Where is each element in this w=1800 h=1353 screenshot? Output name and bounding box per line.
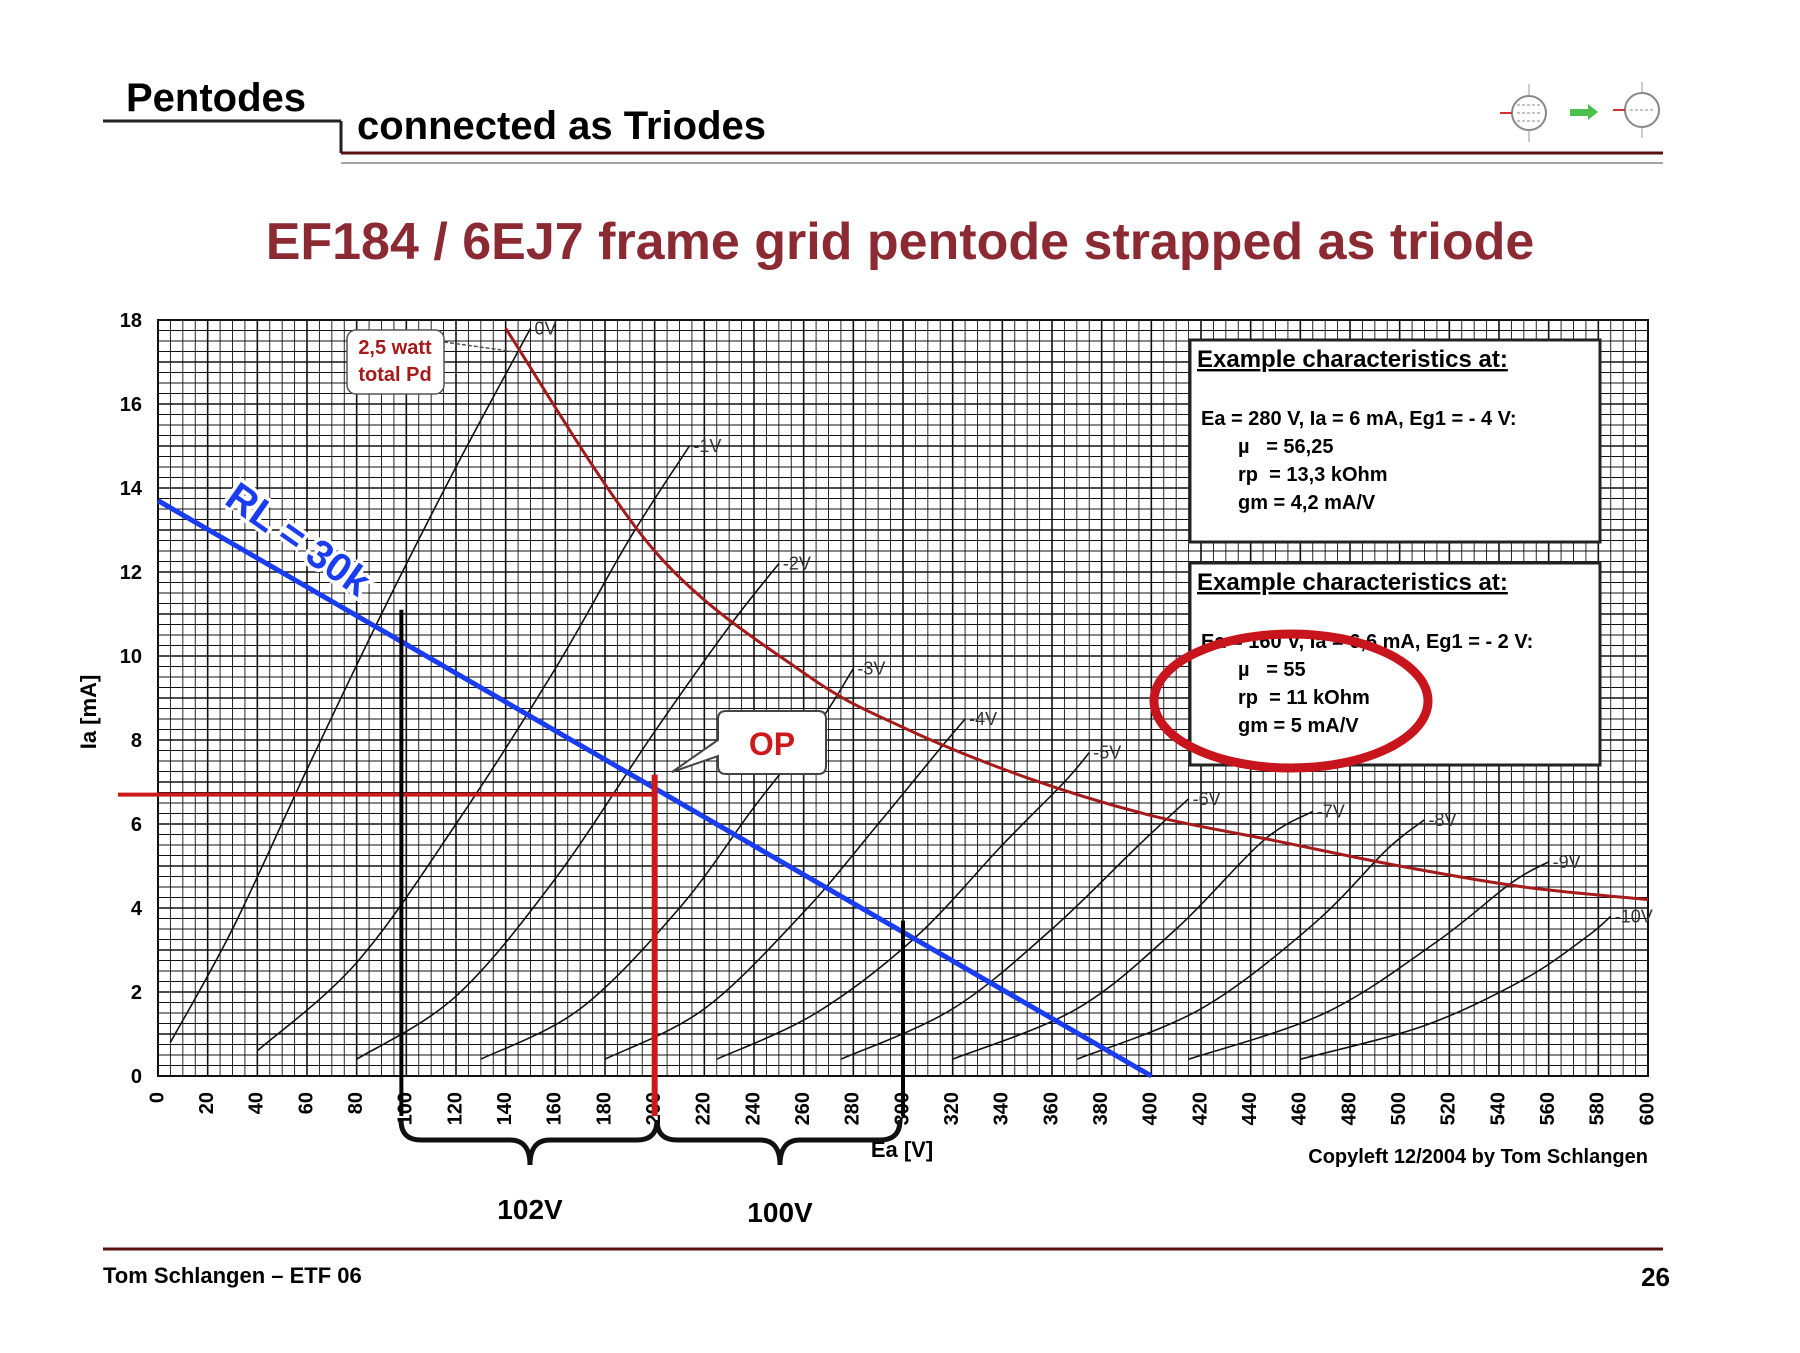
y-tick-label: 8: [131, 730, 142, 752]
x-tick-label: 280: [842, 1092, 864, 1125]
curve-label: -5V: [1093, 743, 1121, 763]
curve-neg8V: [1076, 819, 1425, 1060]
voltage-swing-braces: 102V 100V: [398, 1119, 903, 1228]
x-tick-label: 460: [1289, 1092, 1311, 1125]
curve-neg6V: [840, 798, 1190, 1060]
x-tick-label: 140: [494, 1092, 516, 1125]
x-tick-label: 540: [1487, 1092, 1509, 1125]
box2-heading: Example characteristics at:: [1197, 569, 1508, 596]
y-tick-label: 4: [131, 898, 143, 920]
curve-label: -9V: [1553, 852, 1581, 872]
curve-neg9V: [1188, 861, 1550, 1060]
curve-label: -2V: [783, 554, 811, 574]
curve-label: 0V: [535, 318, 557, 338]
x-axis-ticks: 0204060801001201401601802002202402602803…: [146, 1092, 1658, 1125]
x-tick-label: 360: [1040, 1092, 1062, 1125]
x-tick-label: 580: [1587, 1092, 1609, 1125]
curve-label: -8V: [1429, 810, 1457, 830]
y-tick-label: 12: [120, 562, 142, 584]
box1-condition: Ea = 280 V, Ia = 6 mA, Eg1 = - 4 V:: [1201, 408, 1517, 430]
x-tick-label: 400: [1140, 1092, 1162, 1125]
y-tick-label: 18: [120, 310, 142, 332]
x-tick-label: 260: [792, 1092, 814, 1125]
y-tick-label: 14: [120, 478, 143, 500]
box2-gm: gm = 5 mA/V: [1238, 715, 1359, 737]
curve-0V: [169, 328, 532, 1043]
x-tick-label: 560: [1537, 1092, 1559, 1125]
power-dissipation-curve: [504, 327, 1649, 902]
page-number: 26: [1641, 1262, 1670, 1292]
curve-label: -10V: [1615, 906, 1653, 926]
x-tick-label: 480: [1338, 1092, 1360, 1125]
box1-mu: µ = 56,25: [1238, 436, 1333, 458]
pd-callout: 2,5 watt total Pd: [346, 329, 517, 395]
x-tick-label: 320: [941, 1092, 963, 1125]
x-tick-label: 500: [1388, 1092, 1410, 1125]
chart-title: EF184 / 6EJ7 frame grid pentode strapped…: [265, 213, 1535, 271]
x-tick-label: 100: [395, 1092, 417, 1125]
x-tick-label: 600: [1636, 1092, 1658, 1125]
curve-label: -1V: [693, 436, 721, 456]
footer-author: Tom Schlangen – ETF 06: [103, 1263, 362, 1288]
op-callout: OP: [671, 710, 827, 775]
y-tick-label: 10: [120, 646, 142, 668]
swing-label-right: 100V: [747, 1197, 813, 1228]
y-tick-label: 0: [131, 1066, 142, 1088]
chart-overlays: [118, 327, 1649, 1116]
curve-neg10V: [1300, 915, 1612, 1060]
x-tick-label: 380: [1090, 1092, 1112, 1125]
op-label: OP: [749, 726, 795, 762]
x-tick-label: 240: [742, 1092, 764, 1125]
y-tick-label: 16: [120, 394, 142, 416]
box1-heading: Example characteristics at:: [1197, 346, 1508, 373]
curve-neg2V: [356, 563, 780, 1060]
x-tick-label: 40: [246, 1092, 268, 1114]
x-tick-label: 340: [991, 1092, 1013, 1125]
y-axis-label: Ia [mA]: [76, 675, 101, 750]
swing-label-left: 102V: [497, 1194, 563, 1225]
slide-subtitle: connected as Triodes: [357, 104, 767, 148]
curve-neg1V: [256, 445, 691, 1052]
box2-mu: µ = 55: [1238, 659, 1306, 681]
characteristics-box-1: Example characteristics at: Ea = 280 V, …: [1188, 338, 1602, 544]
curve-label: -6V: [1193, 789, 1221, 809]
y-tick-label: 2: [131, 982, 142, 1004]
x-tick-label: 220: [693, 1092, 715, 1125]
load-line-label: RL = 30k: [218, 474, 379, 605]
slide-title: Pentodes: [126, 76, 307, 120]
box2-rp: rp = 11 kOhm: [1238, 687, 1370, 709]
x-tick-label: 80: [345, 1092, 367, 1114]
curve-label: -4V: [969, 709, 997, 729]
y-axis-ticks: 0 2 4 6 8 10 12 14 16 18: [120, 310, 143, 1088]
copyright-note: Copyleft 12/2004 by Tom Schlangen: [1308, 1146, 1648, 1168]
pd-callout-line2: total Pd: [358, 364, 431, 386]
x-tick-label: 60: [295, 1092, 317, 1114]
highlight-ellipse: [1149, 629, 1433, 773]
box1-rp: rp = 13,3 kOhm: [1238, 464, 1388, 486]
curve-neg5V: [716, 752, 1090, 1060]
box1-gm: gm = 4,2 mA/V: [1238, 492, 1376, 514]
curve-neg7V: [952, 810, 1314, 1060]
characteristics-box-2: Example characteristics at: Ea = 160 V, …: [1149, 561, 1602, 773]
x-tick-label: 0: [146, 1092, 168, 1103]
x-tick-label: 440: [1239, 1092, 1261, 1125]
grid-voltage-curves: 0V -1V -2V -3V -4V -5V -6V -7V -8V -9V -10V: [169, 318, 1653, 1060]
curve-label: -7V: [1317, 801, 1345, 821]
pd-callout-line1: 2,5 watt: [358, 337, 432, 359]
x-tick-label: 420: [1189, 1092, 1211, 1125]
x-tick-label: 120: [444, 1092, 466, 1125]
x-tick-label: 20: [196, 1092, 218, 1114]
x-tick-label: 520: [1438, 1092, 1460, 1125]
x-tick-label: 180: [593, 1092, 615, 1125]
curve-label: -3V: [857, 659, 885, 679]
x-tick-label: 160: [544, 1092, 566, 1125]
pentode-to-triode-icon: [1500, 82, 1660, 142]
y-tick-label: 6: [131, 814, 142, 836]
